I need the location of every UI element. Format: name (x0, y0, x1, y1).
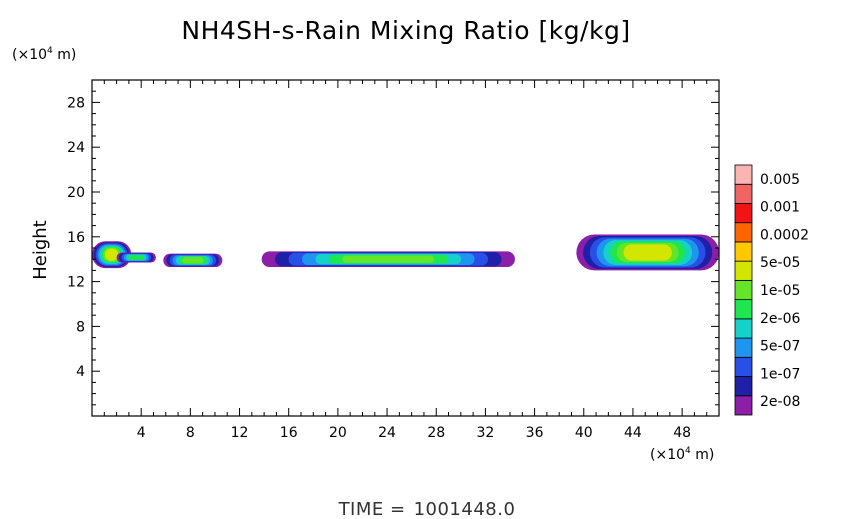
x-tick-label: 36 (526, 425, 544, 441)
x-tick-label: 44 (624, 425, 642, 441)
mixing-ratio-contour (182, 257, 204, 264)
colorbar-swatch (734, 203, 753, 224)
colorbar-label: 0.0002 (760, 227, 809, 243)
colorbar-label: 1e-05 (760, 283, 800, 299)
colorbar-swatch (734, 222, 753, 243)
y-tick-label: 20 (67, 185, 85, 201)
colorbar-swatch (734, 279, 753, 301)
x-tick-label: 24 (378, 425, 396, 441)
y-axis-unit: (×104 m) (12, 46, 76, 63)
y-tick-label: 12 (67, 275, 85, 291)
y-tick-label: 16 (67, 230, 85, 246)
y-axis-label: Height (30, 220, 51, 280)
x-tick-label: 48 (673, 425, 691, 441)
mixing-ratio-contour (623, 244, 672, 261)
x-tick-label: 28 (427, 425, 445, 441)
colorbar-swatch (734, 241, 753, 262)
chart-title: NH4SH-s-Rain Mixing Ratio [kg/kg] (181, 16, 630, 45)
x-tick-label: 16 (280, 425, 298, 441)
colorbar: 2e-08 1e-07 5e-07 2e-06 1e-05 5e-05 0.0002 0.00… (734, 164, 809, 416)
colorbar-label: 1e-07 (760, 366, 800, 382)
colorbar-swatch (734, 183, 753, 204)
colorbar-swatch (734, 337, 753, 358)
colorbar-swatch (734, 395, 753, 416)
colorbar-label: 0.001 (760, 200, 800, 216)
mixing-ratio-contour (342, 255, 435, 263)
colorbar-swatch (734, 299, 753, 320)
y-tick-label: 4 (76, 364, 85, 380)
x-tick-label: 12 (231, 425, 249, 441)
y-tick-label: 24 (67, 140, 85, 156)
time-readout: TIME = 1001448.0 (338, 499, 516, 519)
x-tick-label: 32 (476, 425, 494, 441)
y-tick-label: 8 (76, 319, 85, 335)
mixing-ratio-contour (128, 255, 144, 261)
y-tick-label: 28 (67, 95, 85, 111)
colorbar-label: 5e-07 (760, 339, 800, 355)
x-tick-label: 20 (329, 425, 347, 441)
mixing-ratio-contour (105, 248, 119, 261)
colorbar-swatch (734, 318, 753, 339)
colorbar-label: 0.005 (760, 172, 800, 188)
colorbar-swatch (734, 356, 753, 377)
colorbar-label: 5e-05 (760, 255, 800, 271)
x-tick-label: 40 (575, 425, 593, 441)
colorbar-label: 2e-08 (760, 394, 800, 410)
x-axis-unit: (×104 m) (650, 446, 714, 463)
colorbar-swatch (734, 376, 753, 397)
colorbar-label: 2e-06 (760, 311, 800, 327)
x-tick-label: 8 (186, 425, 195, 441)
colorbar-swatch (734, 260, 753, 281)
x-tick-label: 4 (137, 425, 146, 441)
data-field (92, 234, 719, 271)
colorbar-swatch (734, 164, 753, 185)
